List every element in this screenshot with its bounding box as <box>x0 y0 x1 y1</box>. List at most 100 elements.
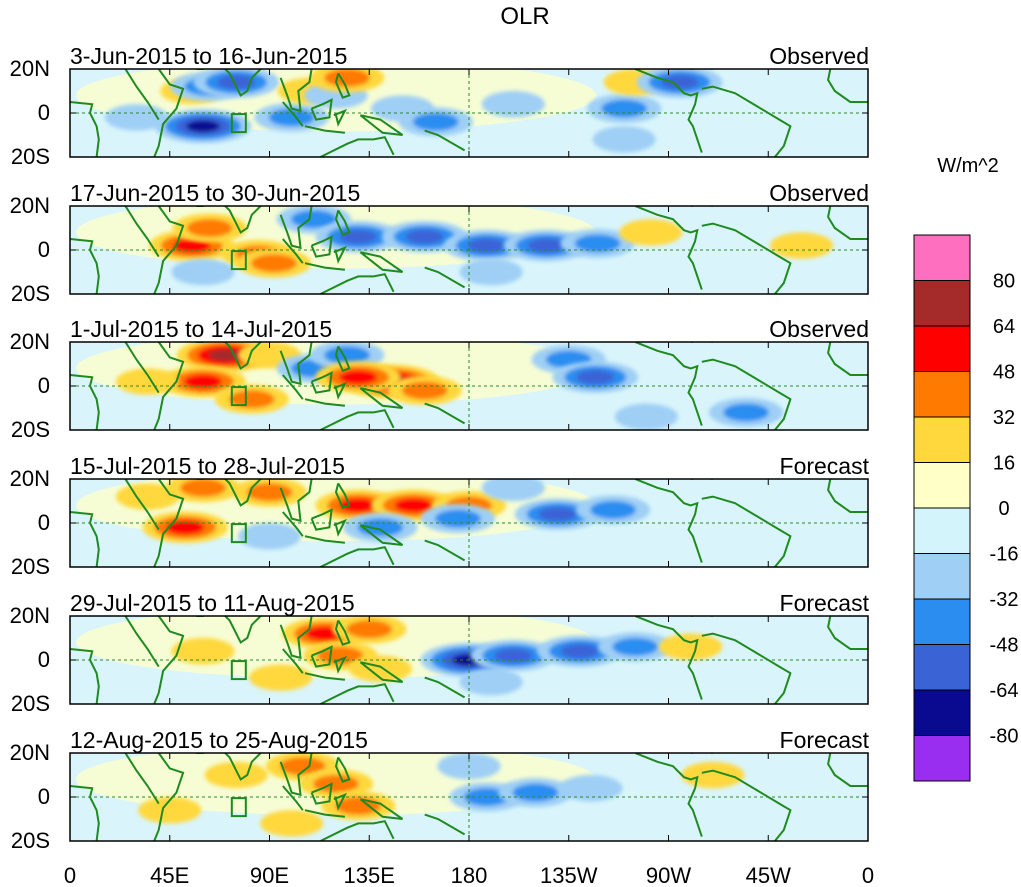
contour--32 <box>324 346 370 365</box>
contour-16 <box>681 761 745 789</box>
coastline <box>223 342 263 370</box>
coastline <box>334 482 351 509</box>
coastline <box>634 479 703 563</box>
anomaly-field <box>76 342 784 430</box>
coastline <box>333 518 347 537</box>
coastline <box>223 206 263 234</box>
anomaly-14 <box>171 258 235 286</box>
coastline <box>310 782 333 805</box>
coastline <box>282 238 304 264</box>
contour-32 <box>186 219 233 237</box>
anomaly-11 <box>459 668 523 696</box>
coastline <box>124 753 160 805</box>
contour-48 <box>166 520 205 535</box>
contour--32 <box>612 637 659 656</box>
x-tick-label: 0 <box>862 863 874 887</box>
contour--16 <box>237 522 302 550</box>
coastline <box>320 820 395 841</box>
coastline <box>827 616 868 650</box>
coastline <box>359 387 404 409</box>
anomaly-field <box>76 206 834 286</box>
contour-16 <box>619 219 683 246</box>
colorbar-label: 0 <box>998 498 1009 520</box>
contour--48 <box>538 507 577 522</box>
anomaly-8 <box>537 635 623 668</box>
coastline <box>153 342 185 430</box>
anomaly-12 <box>115 483 180 510</box>
contour--48 <box>405 229 444 244</box>
anomaly-field <box>76 479 651 550</box>
coastline <box>634 616 703 700</box>
coastline <box>320 683 395 704</box>
panel-kind: Forecast <box>780 453 870 479</box>
coastline <box>223 69 263 97</box>
x-tick-label: 135W <box>540 863 598 887</box>
chart-title: OLR <box>500 3 549 30</box>
coastline <box>333 245 347 264</box>
contour-32 <box>401 381 448 400</box>
contour-32 <box>251 254 297 273</box>
anomaly-16 <box>592 126 656 153</box>
x-tick-label: 0 <box>64 863 76 887</box>
coastline <box>827 753 868 787</box>
colorbar-swatch <box>913 735 971 782</box>
anomaly-11 <box>398 107 473 137</box>
y-tick-label: 20S <box>11 828 50 853</box>
contour--16 <box>171 258 235 286</box>
coastline <box>334 345 351 372</box>
coastline <box>70 785 100 841</box>
x-tick-label: 180 <box>451 863 488 887</box>
y-tick-label: 20S <box>11 554 50 579</box>
contour--48 <box>494 648 533 663</box>
coastline <box>279 479 313 523</box>
anomaly-4 <box>236 248 312 278</box>
panel-period: 3-Jun-2015 to 16-Jun-2015 <box>70 43 347 69</box>
contour--16 <box>481 90 545 118</box>
y-tick-label: 20N <box>10 740 50 765</box>
contour-48 <box>339 370 378 385</box>
coastline <box>827 479 868 513</box>
anomaly-15 <box>636 69 723 99</box>
colorbar-swatch <box>913 371 971 418</box>
contour-16 <box>248 664 313 691</box>
coastline <box>634 69 703 153</box>
panel-2: 20N 0 20S 17-Jun-2015 to 30-Jun-2015 Observe… <box>10 180 869 306</box>
coastline <box>153 69 185 157</box>
anomaly-3 <box>154 109 252 144</box>
coastline <box>70 238 100 294</box>
coastline <box>223 479 263 507</box>
anomaly-7 <box>559 774 623 802</box>
colorbar-label: -16 <box>990 544 1019 566</box>
anomaly-7 <box>470 639 557 672</box>
contour--32 <box>574 234 621 253</box>
anomaly-13 <box>586 94 662 124</box>
anomaly-12 <box>708 397 784 427</box>
coastline <box>279 616 313 660</box>
panel-kind: Observed <box>769 316 869 342</box>
y-tick-label: 20S <box>11 281 50 306</box>
anomaly-10 <box>260 810 324 837</box>
contour-48 <box>183 374 223 389</box>
coastline <box>320 136 395 157</box>
coastline <box>70 101 100 157</box>
anomaly-3 <box>214 384 289 414</box>
anomaly-4 <box>204 761 268 789</box>
anomaly-13 <box>237 522 302 550</box>
anomaly-9 <box>138 796 202 824</box>
coastline <box>424 266 466 289</box>
anomaly-11 <box>481 479 545 502</box>
coastline <box>282 511 304 537</box>
anomaly-7 <box>343 512 418 542</box>
panel-1: 20N 0 20S 3-Jun-2015 to 16-Jun-2015 Observed <box>10 43 869 169</box>
region-box-marker <box>230 523 247 544</box>
contour-32 <box>228 390 275 409</box>
contour-32 <box>346 620 393 639</box>
coastline <box>70 511 100 567</box>
x-axis: 0 45E 90E 135E 180 135W 90W 45W 0 <box>64 863 874 887</box>
anomaly-1 <box>171 637 235 665</box>
anomaly-5 <box>193 69 280 99</box>
anomaly-12 <box>481 90 545 118</box>
coastline <box>334 209 351 236</box>
anomaly-field <box>76 69 723 153</box>
